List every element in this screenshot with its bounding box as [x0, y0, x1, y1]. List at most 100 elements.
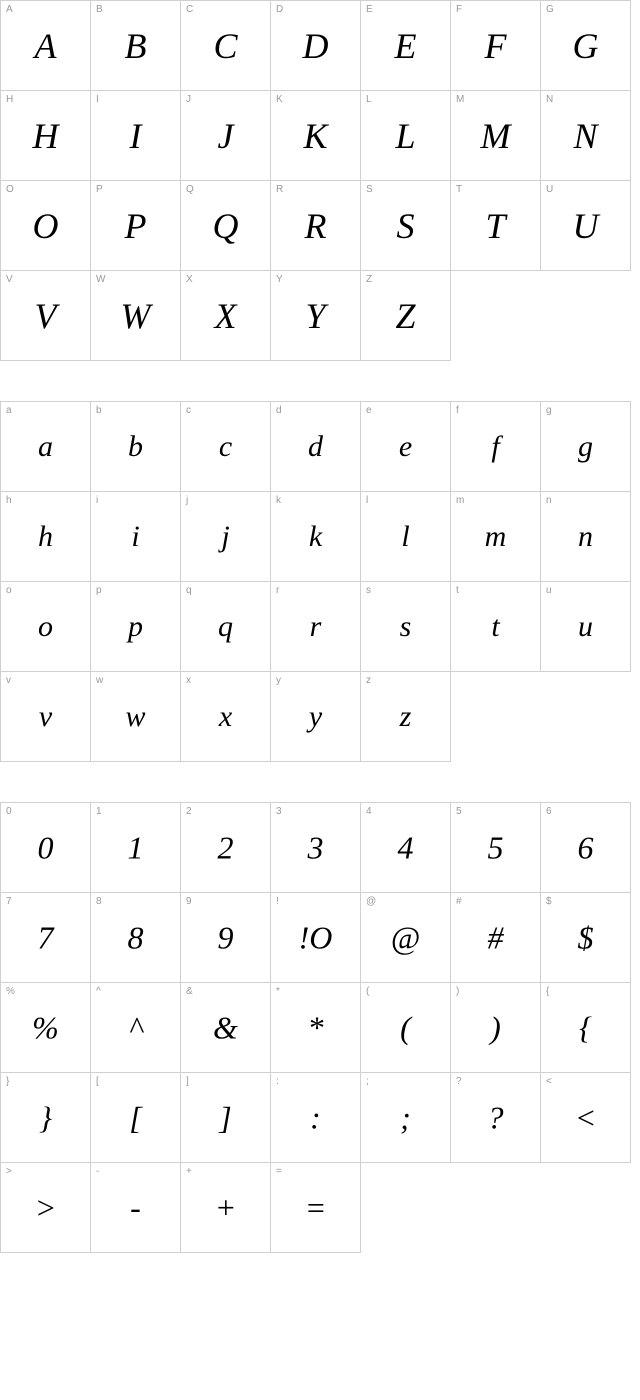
- glyph-cell: --: [91, 1163, 181, 1253]
- glyph-label: B: [96, 4, 103, 15]
- glyph-display: w: [125, 700, 145, 734]
- glyph-label: :: [276, 1076, 279, 1087]
- section-lowercase: aabbccddeeffgghhiijjkkllmmnnooppqqrrsstt…: [0, 401, 631, 762]
- glyph-cell: [[: [91, 1073, 181, 1163]
- glyph-display: 3: [308, 829, 324, 866]
- glyph-display: 8: [128, 919, 144, 956]
- glyph-cell: aa: [1, 402, 91, 492]
- glyph-cell: PP: [91, 181, 181, 271]
- glyph-cell: 22: [181, 803, 271, 893]
- glyph-display: ^: [129, 1009, 143, 1046]
- glyph-display: P: [125, 205, 147, 247]
- glyph-cell: tt: [451, 582, 541, 672]
- glyph-display: S: [397, 205, 415, 247]
- glyph-label: W: [96, 274, 105, 285]
- glyph-display: F: [485, 25, 507, 67]
- glyph-label: 1: [96, 806, 102, 817]
- glyph-cell: nn: [541, 492, 631, 582]
- glyph-display: W: [121, 295, 151, 337]
- glyph-display: p: [128, 610, 143, 644]
- glyph-display: [: [129, 1099, 141, 1136]
- glyph-cell: hh: [1, 492, 91, 582]
- glyph-label: c: [186, 405, 191, 416]
- glyph-label: G: [546, 4, 554, 15]
- glyph-cell: GG: [541, 1, 631, 91]
- character-map: AABBCCDDEEFFGGHHIIJJKKLLMMNNOOPPQQRRSSTT…: [0, 0, 640, 1253]
- glyph-cell: SS: [361, 181, 451, 271]
- glyph-display: =: [305, 1189, 327, 1226]
- glyph-cell: @@: [361, 893, 451, 983]
- glyph-cell: LL: [361, 91, 451, 181]
- glyph-label: g: [546, 405, 552, 416]
- glyph-label: M: [456, 94, 464, 105]
- glyph-label: n: [546, 495, 552, 506]
- glyph-display: X: [215, 295, 237, 337]
- glyph-cell: gg: [541, 402, 631, 492]
- section-uppercase: AABBCCDDEEFFGGHHIIJJKKLLMMNNOOPPQQRRSSTT…: [0, 0, 631, 361]
- glyph-label: =: [276, 1166, 282, 1177]
- glyph-display: {: [579, 1009, 592, 1046]
- glyph-display: %: [32, 1009, 59, 1046]
- glyph-cell: RR: [271, 181, 361, 271]
- glyph-display: :: [310, 1099, 321, 1136]
- glyph-display: z: [400, 700, 412, 734]
- glyph-display: Z: [395, 295, 415, 337]
- glyph-display: <: [575, 1099, 597, 1136]
- glyph-cell: uu: [541, 582, 631, 672]
- glyph-label: ?: [456, 1076, 462, 1087]
- glyph-cell: ^^: [91, 983, 181, 1073]
- glyph-label: N: [546, 94, 553, 105]
- glyph-cell: qq: [181, 582, 271, 672]
- glyph-display: E: [395, 25, 417, 67]
- glyph-display: B: [125, 25, 147, 67]
- glyph-label: l: [366, 495, 368, 506]
- glyph-display: e: [399, 430, 412, 464]
- glyph-display: g: [578, 430, 593, 464]
- glyph-cell: MM: [451, 91, 541, 181]
- glyph-label: j: [186, 495, 188, 506]
- glyph-display: t: [491, 610, 499, 644]
- glyph-cell: >>: [1, 1163, 91, 1253]
- glyph-label: H: [6, 94, 13, 105]
- glyph-display: b: [128, 430, 143, 464]
- glyph-cell: ;;: [361, 1073, 451, 1163]
- glyph-label: U: [546, 184, 553, 195]
- glyph-display: 7: [38, 919, 54, 956]
- glyph-label: k: [276, 495, 281, 506]
- glyph-display: a: [38, 430, 53, 464]
- glyph-display: (: [400, 1009, 411, 1046]
- glyph-label: $: [546, 896, 552, 907]
- glyph-cell: yy: [271, 672, 361, 762]
- glyph-cell: mm: [451, 492, 541, 582]
- glyph-cell: XX: [181, 271, 271, 361]
- glyph-cell: ((: [361, 983, 451, 1073]
- glyph-label: a: [6, 405, 12, 416]
- glyph-cell: {{: [541, 983, 631, 1073]
- glyph-cell: KK: [271, 91, 361, 181]
- glyph-cell: %%: [1, 983, 91, 1073]
- glyph-cell: ::: [271, 1073, 361, 1163]
- glyph-cell: HH: [1, 91, 91, 181]
- glyph-cell: OO: [1, 181, 91, 271]
- glyph-label: z: [366, 675, 371, 686]
- glyph-label: +: [186, 1166, 192, 1177]
- glyph-label: X: [186, 274, 193, 285]
- glyph-cell: 55: [451, 803, 541, 893]
- glyph-cell: VV: [1, 271, 91, 361]
- glyph-label: T: [456, 184, 462, 195]
- glyph-cell: ==: [271, 1163, 361, 1253]
- glyph-label: 8: [96, 896, 102, 907]
- glyph-display: 5: [488, 829, 504, 866]
- glyph-display: U: [573, 205, 599, 247]
- glyph-label: [: [96, 1076, 99, 1087]
- glyph-cell: II: [91, 91, 181, 181]
- glyph-display: 1: [128, 829, 144, 866]
- glyph-display: i: [131, 520, 139, 554]
- glyph-label: D: [276, 4, 283, 15]
- glyph-label: }: [6, 1076, 9, 1087]
- glyph-cell: jj: [181, 492, 271, 582]
- glyph-label: ): [456, 986, 459, 997]
- glyph-label: &: [186, 986, 193, 997]
- glyph-cell: dd: [271, 402, 361, 492]
- glyph-display: d: [308, 430, 323, 464]
